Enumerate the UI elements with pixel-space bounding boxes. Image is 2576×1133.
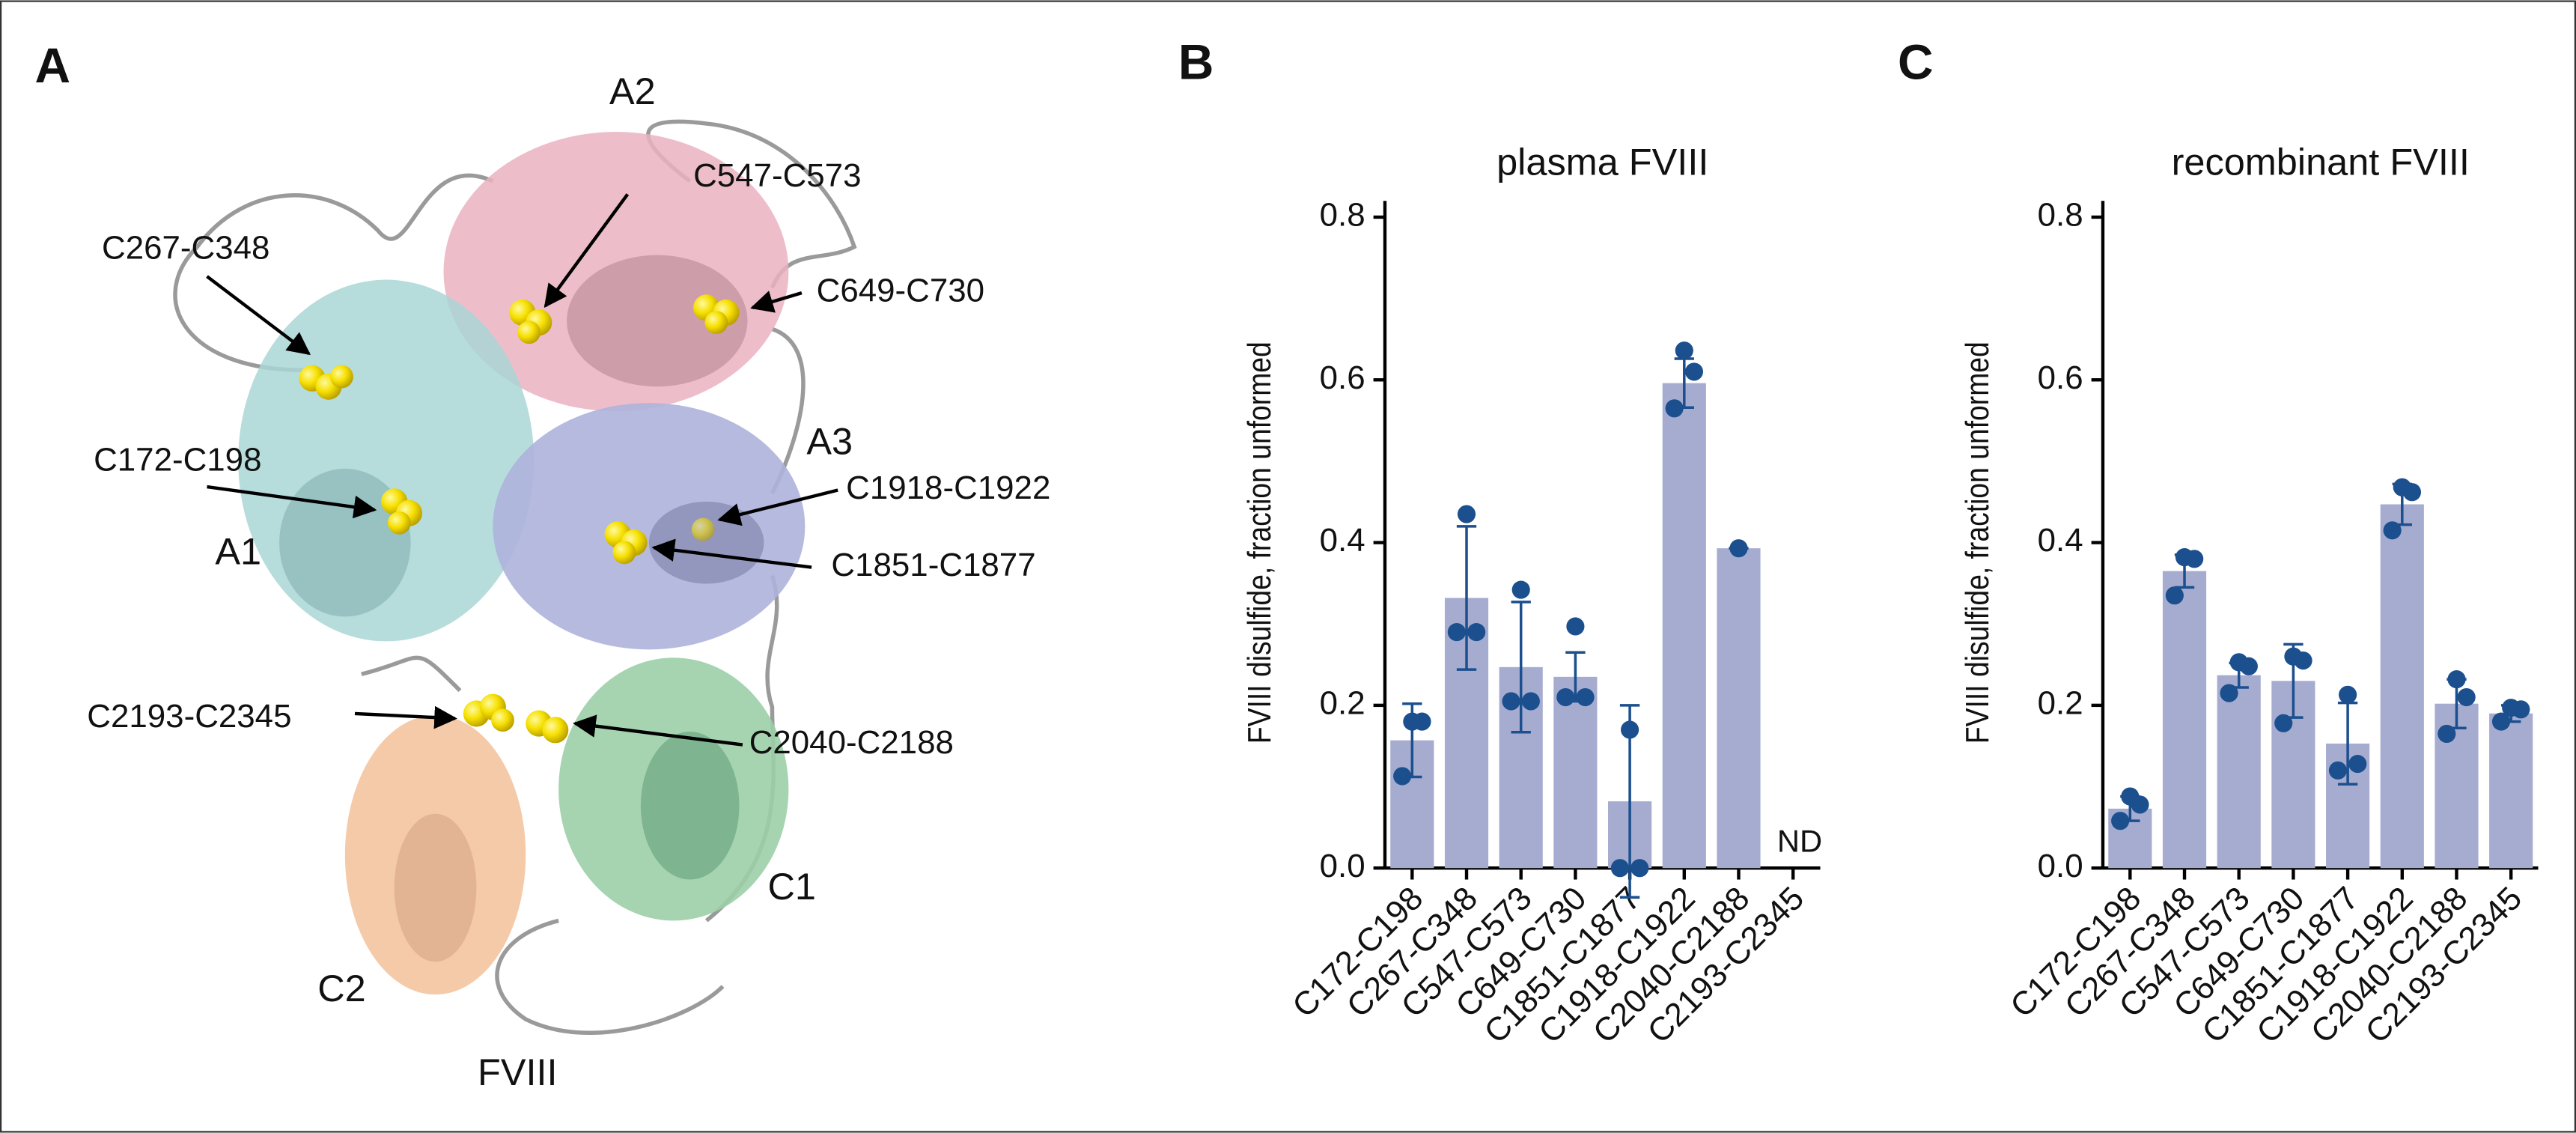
data-point <box>2131 795 2149 814</box>
data-point <box>1393 767 1412 786</box>
panel-letter: A <box>34 37 70 93</box>
bar <box>2380 504 2424 869</box>
data-point <box>2239 657 2258 675</box>
y-tick-label: 0.6 <box>2038 359 2083 396</box>
data-point <box>2457 687 2476 707</box>
y-tick-label: 0.6 <box>1320 359 1365 396</box>
data-point <box>1502 692 1520 711</box>
error-bar <box>1456 525 1477 671</box>
domain-label: A1 <box>215 529 261 572</box>
data-point <box>1729 539 1748 558</box>
data-point <box>2402 483 2422 502</box>
data-point <box>1675 341 1693 360</box>
data-point <box>2512 700 2530 719</box>
disulfide-label: C1918-C1922 <box>846 470 1050 506</box>
disulfide-label: C267-C348 <box>102 230 270 267</box>
disulfide-label: C649-C730 <box>817 273 984 309</box>
data-point <box>2328 761 2348 780</box>
data-point <box>1556 687 1575 707</box>
data-point <box>1511 580 1530 599</box>
domain-label: C2 <box>317 967 366 1009</box>
data-point <box>1576 687 1595 707</box>
bar <box>2489 713 2533 869</box>
data-point <box>2383 521 2402 540</box>
y-tick-label: 0.4 <box>2038 522 2083 559</box>
data-point <box>2348 755 2367 774</box>
disulfide-label: C547-C573 <box>693 157 861 194</box>
data-point <box>1457 505 1476 523</box>
data-point <box>2339 685 2357 704</box>
disulfide-label: C2193-C2345 <box>87 698 291 735</box>
y-tick-label: 0.2 <box>2038 684 2083 721</box>
data-point <box>1684 362 1704 381</box>
y-tick-label: 0.0 <box>1320 848 1365 884</box>
domain-label: A2 <box>609 70 656 112</box>
disulfide-label: C1851-C1877 <box>831 547 1035 583</box>
data-point <box>1413 712 1431 731</box>
data-point <box>1665 399 1684 418</box>
data-point <box>2274 714 2293 732</box>
data-point <box>1621 720 1639 739</box>
data-point <box>2491 712 2511 731</box>
bar <box>1717 548 1761 869</box>
y-axis-label: FVIII disulfide, fraction unformed <box>1958 341 1996 744</box>
y-tick-label: 0.2 <box>1320 684 1365 721</box>
y-tick-label: 0.8 <box>2038 197 2083 234</box>
data-point <box>2185 550 2204 568</box>
data-point <box>2111 812 2130 830</box>
data-point <box>2294 651 2312 670</box>
data-point <box>1521 692 1540 711</box>
data-point <box>2220 684 2238 702</box>
bar <box>2162 571 2207 869</box>
panel-letter: B <box>1178 34 1214 90</box>
data-point <box>2165 586 2184 605</box>
disulfide-label: C2040-C2188 <box>749 724 954 761</box>
y-tick-label: 0.0 <box>2038 848 2083 884</box>
data-point <box>2447 670 2466 689</box>
data-point <box>1467 623 1486 642</box>
bar <box>2217 675 2261 869</box>
chart-title: plasma FVIII <box>1496 140 1708 183</box>
data-point <box>1566 617 1585 636</box>
disulfide-label: C172-C198 <box>94 442 261 479</box>
data-point <box>1447 623 1466 642</box>
chart-title: recombinant FVIII <box>2172 140 2470 183</box>
data-point <box>1610 859 1629 878</box>
y-axis-label: FVIII disulfide, fraction unformed <box>1240 341 1278 744</box>
data-point <box>1630 859 1649 878</box>
panel-letter: C <box>1898 34 1934 90</box>
structure-title: FVIII <box>478 1051 558 1093</box>
bar <box>1662 383 1706 869</box>
domain-label: C1 <box>767 865 816 908</box>
missing-label: ND <box>1777 823 1822 858</box>
data-point <box>2438 724 2456 743</box>
y-tick-label: 0.8 <box>1320 197 1365 234</box>
error-bar <box>1511 601 1531 734</box>
bar <box>1553 676 1598 869</box>
protein-structure <box>173 119 857 1035</box>
domain-label: A3 <box>806 419 853 462</box>
y-tick-label: 0.4 <box>1320 522 1365 559</box>
